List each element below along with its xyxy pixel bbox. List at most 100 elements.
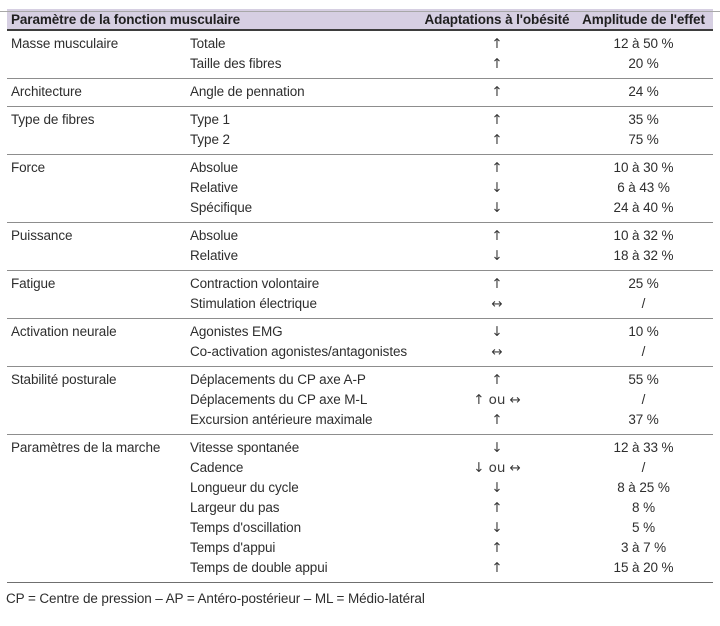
- top-rule-divider: [0, 11, 720, 12]
- down-arrow-icon: ↓: [491, 180, 503, 196]
- up-arrow-icon: ↑: [491, 160, 503, 176]
- down-arrow-icon: ↓: [491, 520, 503, 536]
- table-row: Largeur du pas ↑ 8 %: [190, 498, 713, 518]
- amplitude-value: 10 %: [628, 324, 659, 339]
- up-arrow-icon: ↑: [491, 372, 503, 388]
- category-label: Architecture: [11, 84, 82, 99]
- table-row: Contraction volontaire ↑ 25 %: [190, 274, 713, 294]
- table-row: Temps d'appui ↑ 3 à 7 %: [190, 538, 713, 558]
- parameter-label: Temps d'oscillation: [190, 520, 301, 535]
- category-cell: Architecture: [7, 82, 190, 102]
- section-rows: Type 1 ↑ 35 % Type 2 ↑ 75 %: [190, 110, 713, 150]
- table-section: Stabilité posturale Déplacements du CP a…: [7, 367, 713, 435]
- parameter-label: Co-activation agonistes/antagonistes: [190, 344, 408, 359]
- amplitude-value: 5 %: [632, 520, 655, 535]
- parameter-label: Absolue: [190, 160, 239, 175]
- table-section: Puissance Absolue ↑ 10 à 32 % Relative ↓…: [7, 223, 713, 271]
- amplitude-value: 6 à 43 %: [617, 180, 670, 195]
- table-row: Type 2 ↑ 75 %: [190, 130, 713, 150]
- amplitude-value: 35 %: [628, 112, 659, 127]
- table-body: Masse musculaire Totale ↑ 12 à 50 % Tail…: [7, 31, 713, 582]
- amplitude-value: 18 à 32 %: [613, 248, 674, 263]
- up-arrow-icon: ↑: [491, 132, 503, 148]
- down-or-both-arrow-icon: ↓ ou ↔: [473, 460, 521, 476]
- table-row: Agonistes EMG ↓ 10 %: [190, 322, 713, 342]
- table-row: Excursion antérieure maximale ↑ 37 %: [190, 410, 713, 430]
- table-row: Co-activation agonistes/antagonistes ↔ /: [190, 342, 713, 362]
- amplitude-value: 8 %: [632, 500, 655, 515]
- amplitude-value: 20 %: [628, 56, 659, 71]
- amplitude-value: /: [641, 296, 646, 311]
- parameter-label: Temps de double appui: [190, 560, 328, 575]
- category-cell: Masse musculaire: [7, 34, 190, 74]
- table-section: Masse musculaire Totale ↑ 12 à 50 % Tail…: [7, 31, 713, 79]
- header-adaptation: Adaptations à l'obésité: [424, 11, 570, 27]
- table-row: Cadence ↓ ou ↔ /: [190, 458, 713, 478]
- parameter-label: Relative: [190, 248, 238, 263]
- up-arrow-icon: ↑: [491, 560, 503, 576]
- parameter-label: Largeur du pas: [190, 500, 280, 515]
- parameter-label: Spécifique: [190, 200, 253, 215]
- table-row: Vitesse spontanée ↓ 12 à 33 %: [190, 438, 713, 458]
- table-row: Stimulation électrique ↔ /: [190, 294, 713, 314]
- both-arrow-icon: ↔: [491, 344, 503, 360]
- parameter-label: Déplacements du CP axe M-L: [190, 392, 368, 407]
- table-row: Temps d'oscillation ↓ 5 %: [190, 518, 713, 538]
- parameter-label: Type 1: [190, 112, 230, 127]
- table-row: Relative ↓ 18 à 32 %: [190, 246, 713, 266]
- amplitude-value: 12 à 50 %: [613, 36, 674, 51]
- table-row: Spécifique ↓ 24 à 40 %: [190, 198, 713, 218]
- down-arrow-icon: ↓: [491, 440, 503, 456]
- category-label: Paramètres de la marche: [11, 440, 161, 455]
- up-arrow-icon: ↑: [491, 540, 503, 556]
- table-section: Fatigue Contraction volontaire ↑ 25 % St…: [7, 271, 713, 319]
- category-cell: Force: [7, 158, 190, 218]
- table-section: Type de fibres Type 1 ↑ 35 % Type 2 ↑ 75…: [7, 107, 713, 155]
- table-row: Taille des fibres ↑ 20 %: [190, 54, 713, 74]
- amplitude-value: 24 à 40 %: [613, 200, 674, 215]
- amplitude-value: 8 à 25 %: [617, 480, 670, 495]
- amplitude-value: 15 à 20 %: [613, 560, 674, 575]
- header-parameter: Paramètre de la fonction musculaire: [11, 11, 241, 27]
- section-rows: Vitesse spontanée ↓ 12 à 33 % Cadence ↓ …: [190, 438, 713, 578]
- table-row: Angle de pennation ↑ 24 %: [190, 82, 713, 102]
- parameter-label: Absolue: [190, 228, 239, 243]
- table-row: Temps de double appui ↑ 15 à 20 %: [190, 558, 713, 578]
- up-arrow-icon: ↑: [491, 84, 503, 100]
- category-cell: Fatigue: [7, 274, 190, 314]
- header-amplitude: Amplitude de l'effet: [582, 11, 705, 27]
- amplitude-value: 10 à 32 %: [613, 228, 674, 243]
- table-row: Absolue ↑ 10 à 30 %: [190, 158, 713, 178]
- table-row: Totale ↑ 12 à 50 %: [190, 34, 713, 54]
- parameter-label: Contraction volontaire: [190, 276, 320, 291]
- category-label: Type de fibres: [11, 112, 95, 127]
- table-row: Type 1 ↑ 35 %: [190, 110, 713, 130]
- parameter-label: Agonistes EMG: [190, 324, 283, 339]
- section-rows: Agonistes EMG ↓ 10 % Co-activation agoni…: [190, 322, 713, 362]
- parameter-label: Vitesse spontanée: [190, 440, 300, 455]
- up-arrow-icon: ↑: [491, 56, 503, 72]
- category-label: Masse musculaire: [11, 36, 119, 51]
- parameter-label: Totale: [190, 36, 226, 51]
- amplitude-value: /: [641, 344, 646, 359]
- amplitude-value: 37 %: [628, 412, 659, 427]
- table-header-row: Paramètre de la fonction musculaire Adap…: [7, 9, 713, 31]
- both-arrow-icon: ↔: [491, 296, 503, 312]
- section-rows: Totale ↑ 12 à 50 % Taille des fibres ↑ 2…: [190, 34, 713, 74]
- table-section: Activation neurale Agonistes EMG ↓ 10 % …: [7, 319, 713, 367]
- table-section: Paramètres de la marche Vitesse spontané…: [7, 435, 713, 582]
- table-row: Relative ↓ 6 à 43 %: [190, 178, 713, 198]
- category-label: Activation neurale: [11, 324, 117, 339]
- parameter-label: Cadence: [190, 460, 244, 475]
- table-row: Déplacements du CP axe M-L ↑ ou ↔ /: [190, 390, 713, 410]
- amplitude-value: 3 à 7 %: [620, 540, 667, 555]
- category-cell: Paramètres de la marche: [7, 438, 190, 578]
- table-section: Force Absolue ↑ 10 à 30 % Relative ↓ 6 à…: [7, 155, 713, 223]
- amplitude-value: /: [641, 460, 646, 475]
- amplitude-value: 55 %: [628, 372, 659, 387]
- down-arrow-icon: ↓: [491, 248, 503, 264]
- category-label: Stabilité posturale: [11, 372, 117, 387]
- parameter-label: Type 2: [190, 132, 230, 147]
- category-label: Fatigue: [11, 276, 56, 291]
- section-rows: Contraction volontaire ↑ 25 % Stimulatio…: [190, 274, 713, 314]
